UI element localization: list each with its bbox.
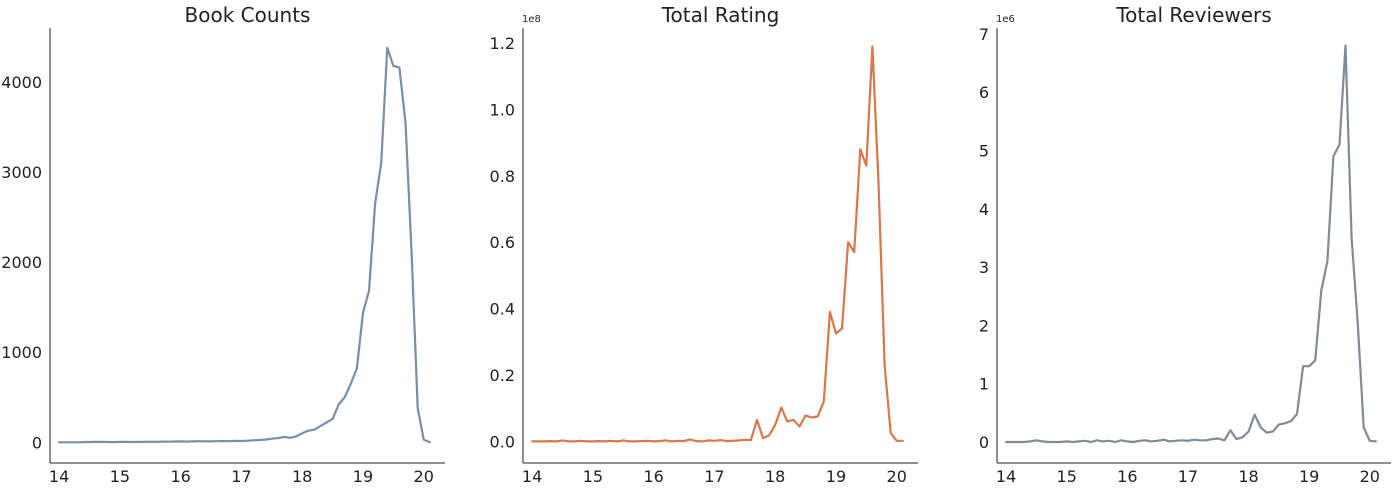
chart-panel-2: Total Rating 1e8 14 15 16 17 18 19 20 0.0 0.2 0.4 0.… (490, 3, 918, 486)
y-tick-label: 0.0 (490, 432, 515, 451)
x-tick-label: 18 (765, 467, 785, 486)
y-tick-label: 1000 (1, 343, 42, 362)
series-line (57, 46, 431, 444)
x-tick-label: 20 (414, 467, 434, 486)
series-line (1004, 44, 1377, 444)
chart-title: Total Rating (661, 3, 780, 27)
x-tick-label: 17 (1178, 467, 1198, 486)
y-axis-multiplier: 1e8 (522, 14, 541, 25)
chart-title: Total Reviewers (1115, 3, 1271, 27)
y-tick-label: 2 (979, 316, 989, 335)
y-tick-label: 7 (979, 25, 989, 44)
y-tick-label: 0.2 (490, 366, 515, 385)
y-tick-label: 3 (979, 258, 989, 277)
x-tick-label: 16 (1117, 467, 1137, 486)
chart-panel-1: Book Counts 14 15 16 17 18 19 20 0 1000 2000 3000 40… (1, 3, 445, 486)
x-tick-label: 18 (292, 467, 312, 486)
x-tick-label: 19 (826, 467, 846, 486)
y-tick-label: 5 (979, 141, 989, 160)
x-tick-label: 16 (643, 467, 663, 486)
y-tick-label: 6 (979, 83, 989, 102)
y-tick-label: 4 (979, 200, 989, 219)
x-tick-label: 14 (49, 467, 69, 486)
y-tick-label: 0.6 (490, 233, 515, 252)
y-tick-label: 0 (979, 433, 989, 452)
x-tick-label: 20 (1360, 467, 1380, 486)
x-tick-label: 18 (1238, 467, 1258, 486)
x-tick-label: 16 (170, 467, 190, 486)
x-tick-label: 17 (704, 467, 724, 486)
x-tick-label: 15 (110, 467, 130, 486)
x-tick-label: 20 (887, 467, 907, 486)
x-tick-label: 15 (1057, 467, 1077, 486)
y-axis-multiplier: 1e6 (996, 14, 1015, 25)
y-tick-label: 1 (979, 375, 989, 394)
y-tick-label: 1.2 (490, 34, 515, 53)
y-tick-label: 0.4 (490, 300, 515, 319)
chart-panel-3: Total Reviewers 1e6 14 15 16 17 18 19 20 0 1 2 3 4 5 6 7 (979, 3, 1391, 486)
y-tick-label: 0.8 (490, 167, 515, 186)
y-tick-label: 1.0 (490, 100, 515, 119)
x-tick-label: 19 (1299, 467, 1319, 486)
y-tick-label: 2000 (1, 253, 42, 272)
series-line (530, 45, 904, 443)
x-tick-label: 14 (522, 467, 542, 486)
x-tick-label: 17 (231, 467, 251, 486)
chart-title: Book Counts (185, 3, 311, 27)
y-tick-label: 3000 (1, 163, 42, 182)
y-tick-label: 4000 (1, 73, 42, 92)
x-tick-label: 14 (996, 467, 1016, 486)
x-tick-label: 15 (583, 467, 603, 486)
y-tick-label: 0 (32, 433, 42, 452)
x-tick-label: 19 (353, 467, 373, 486)
